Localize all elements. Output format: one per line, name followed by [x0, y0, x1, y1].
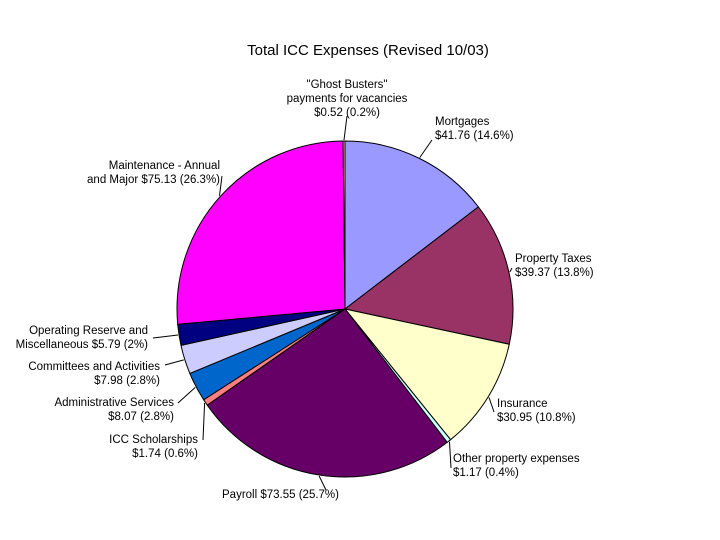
slice-label-line: Maintenance - Annual — [109, 160, 220, 172]
slice-label-3: Insurance $30.95 (10.8%) — [497, 398, 576, 424]
slice-label-line: $30.95 (10.8%) — [497, 412, 576, 424]
slice-label-line: Insurance — [497, 398, 548, 410]
slice-label-4: Other property expenses $1.17 (0.4%) — [453, 453, 580, 479]
pie-slice-5 — [206, 308, 448, 478]
slice-label-6: ICC Scholarships $1.74 (0.6%) — [109, 434, 198, 460]
pie-slice-3 — [343, 308, 510, 441]
slice-label-7: Administrative Services $8.07 (2.8%) — [54, 397, 174, 423]
leader-line-6 — [202, 402, 206, 441]
slice-label-line: Mortgages — [435, 116, 490, 128]
leader-line-2 — [509, 267, 513, 273]
pie-slice-2 — [343, 206, 514, 345]
slice-label-9: Operating Reserve and Miscellaneous $5.79… — [16, 325, 148, 351]
slice-label-5: Payroll $73.55 (25.7%) — [222, 489, 339, 501]
leader-line-11 — [343, 115, 348, 141]
pie-slices — [176, 140, 514, 478]
slice-label-line: Miscellaneous $5.79 (2%) — [16, 339, 148, 351]
slice-label-1: Mortgages $41.76 (14.6%) — [435, 116, 514, 142]
slice-label-line: $41.76 (14.6%) — [435, 130, 514, 142]
slice-label-line: "Ghost Busters" — [306, 79, 387, 91]
slice-label-line: Payroll $73.55 (25.7%) — [222, 489, 339, 501]
slice-label-line: $39.37 (13.8%) — [515, 267, 594, 279]
slice-labels: Mortgages $41.76 (14.6%) Property Taxes $39… — [16, 79, 594, 501]
leader-line-7 — [177, 387, 196, 404]
slice-label-line: $7.98 (2.8%) — [94, 375, 160, 387]
slice-label-line: Property Taxes — [515, 253, 592, 265]
leader-line-3 — [488, 397, 495, 413]
slice-label-11: "Ghost Busters" payments for vacancies $0.… — [287, 79, 408, 119]
pie-slice-10 — [176, 140, 346, 325]
pie-slice-11 — [342, 140, 346, 310]
leader-line-8 — [164, 359, 184, 366]
slice-label-line: Other property expenses — [453, 453, 580, 465]
slice-label-8: Committees and Activities $7.98 (2.8%) — [28, 361, 160, 387]
slice-label-line: Administrative Services — [54, 397, 174, 409]
leader-line-5 — [318, 475, 327, 491]
slice-label-line: and Major $75.13 (26.3%) — [87, 174, 220, 186]
slice-label-line: $1.17 (0.4%) — [453, 467, 519, 479]
slice-label-line: $1.74 (0.6%) — [132, 448, 198, 460]
slice-label-10: Maintenance - Annual and Major $75.13 (26… — [87, 160, 220, 186]
leader-line-4 — [449, 441, 452, 469]
leader-line-10 — [219, 175, 223, 196]
chart-title: Total ICC Expenses (Revised 10/03) — [247, 42, 489, 59]
leader-line-9 — [152, 334, 179, 339]
pie-slice-1 — [344, 140, 480, 311]
slice-label-line: $8.07 (2.8%) — [108, 411, 174, 423]
slice-label-line: Committees and Activities — [28, 361, 160, 373]
slice-label-line: payments for vacancies — [287, 93, 408, 105]
slice-label-line: ICC Scholarships — [109, 434, 198, 446]
slice-label-line: $0.52 (0.2%) — [314, 107, 380, 119]
leader-line-1 — [419, 139, 433, 158]
slice-label-2: Property Taxes $39.37 (13.8%) — [515, 253, 594, 279]
label-leaders — [152, 115, 513, 491]
slice-label-line: Operating Reserve and — [29, 325, 148, 337]
